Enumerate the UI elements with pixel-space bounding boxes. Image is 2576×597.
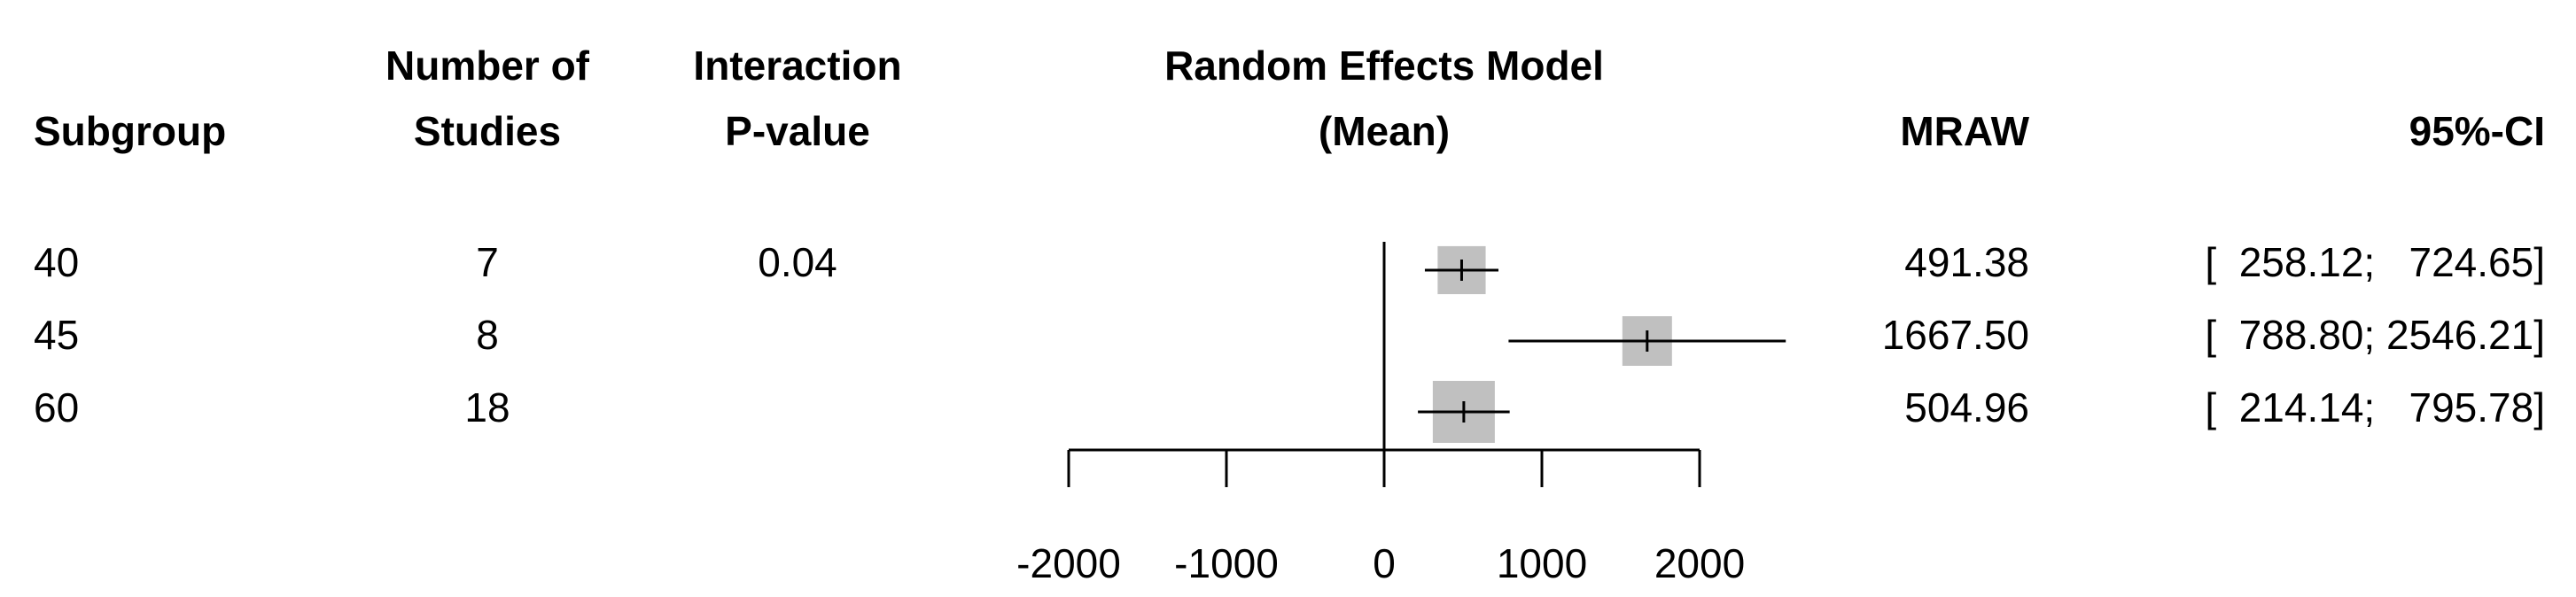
x-tick-label-2: 0 [1373,540,1396,586]
row-3-mraw: 504.96 [1904,384,2029,430]
row-3-subgroup: 60 [34,384,80,430]
header-model-line1: Random Effects Model [1164,43,1604,89]
row-2-studies: 8 [476,312,499,358]
row-1-ci: [ 258.12; 724.65] [2205,239,2545,285]
row-1-mraw: 491.38 [1904,239,2029,285]
row-3-ci: [ 214.14; 795.78] [2205,384,2545,430]
x-tick-label-1: -1000 [1174,540,1279,586]
x-tick-label-3: 1000 [1497,540,1587,586]
header-subgroup: Subgroup [34,108,227,154]
header-interaction-pvalue-line1: Interaction [693,43,902,89]
row-2-ci: [ 788.80; 2546.21] [2205,312,2545,358]
row-3-studies: 18 [464,384,510,430]
row-1-studies: 7 [476,239,499,285]
row-2-mraw: 1667.50 [1881,312,2029,358]
row-2-subgroup: 45 [34,312,80,358]
header-mraw: MRAW [1900,108,2029,154]
forest-marks [1418,245,1786,443]
row-1-pvalue: 0.04 [758,239,837,285]
header-model-line2: (Mean) [1318,108,1451,154]
x-axis-ticks: -2000 -1000 0 1000 2000 [1016,450,1745,586]
header-95-ci: 95%-CI [2409,108,2545,154]
x-tick-label-0: -2000 [1016,540,1121,586]
row-1-subgroup: 40 [34,239,80,285]
x-tick-label-4: 2000 [1654,540,1745,586]
header-number-of-studies-line1: Number of [385,43,589,89]
header-number-of-studies-line2: Studies [413,108,562,154]
header-interaction-pvalue-line2: P-value [725,108,870,154]
